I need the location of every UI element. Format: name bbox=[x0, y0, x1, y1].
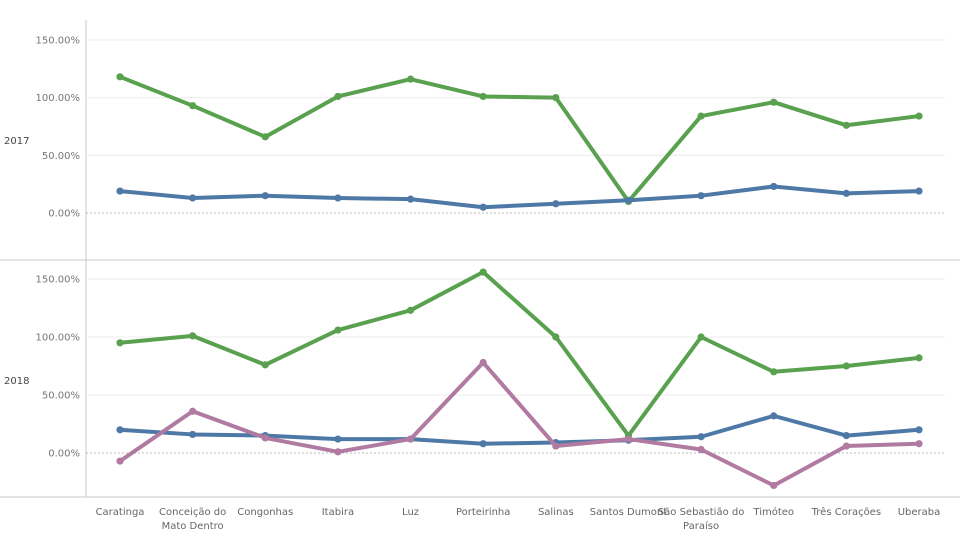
data-point[interactable] bbox=[479, 440, 487, 448]
data-point[interactable] bbox=[697, 112, 705, 120]
x-tick-label: São Sebastião do Paraíso bbox=[658, 507, 745, 532]
data-point[interactable] bbox=[842, 432, 850, 440]
panel-2017: 150.00% 100.00% 50.00% 0.00% 2017 bbox=[4, 35, 945, 220]
data-point[interactable] bbox=[915, 354, 923, 362]
data-point[interactable] bbox=[261, 133, 269, 141]
y-tick-label: 150.00% bbox=[36, 275, 81, 286]
data-point[interactable] bbox=[770, 481, 778, 490]
data-point[interactable] bbox=[842, 121, 850, 129]
data-point[interactable] bbox=[479, 92, 487, 101]
series-line bbox=[118, 360, 921, 488]
panel-2018: 150.00% 100.00% 50.00% 0.00% 2018 bbox=[4, 268, 945, 490]
data-point[interactable] bbox=[334, 448, 342, 456]
series-line bbox=[118, 270, 921, 438]
y-tick-label: 0.00% bbox=[48, 449, 80, 460]
data-point[interactable] bbox=[552, 442, 560, 450]
data-point[interactable] bbox=[552, 94, 560, 102]
data-point[interactable] bbox=[624, 196, 633, 204]
x-tick-label: Santos Dumont bbox=[590, 507, 667, 518]
data-point[interactable] bbox=[116, 426, 124, 434]
data-point[interactable] bbox=[770, 412, 778, 420]
y-tick-label: 50.00% bbox=[42, 391, 80, 402]
data-point[interactable] bbox=[406, 435, 415, 443]
x-tick-label: Uberaba bbox=[898, 507, 941, 518]
data-point[interactable] bbox=[261, 192, 269, 200]
x-tick-label: Caratinga bbox=[96, 507, 145, 518]
x-tick-label: Itabira bbox=[322, 507, 354, 518]
data-point[interactable] bbox=[189, 430, 197, 439]
data-point[interactable] bbox=[261, 361, 269, 369]
series-line bbox=[118, 184, 921, 210]
data-point[interactable] bbox=[552, 200, 560, 208]
data-point[interactable] bbox=[116, 339, 124, 347]
data-point[interactable] bbox=[770, 368, 778, 376]
data-point[interactable] bbox=[770, 98, 778, 106]
data-point[interactable] bbox=[189, 407, 197, 415]
data-point[interactable] bbox=[406, 306, 415, 314]
y-tick-label: 100.00% bbox=[36, 333, 81, 344]
series-line bbox=[118, 74, 921, 204]
data-point[interactable] bbox=[116, 187, 124, 195]
data-point[interactable] bbox=[479, 358, 487, 367]
data-point[interactable] bbox=[189, 102, 197, 110]
data-point[interactable] bbox=[334, 435, 342, 443]
data-point[interactable] bbox=[334, 194, 342, 202]
data-point[interactable] bbox=[842, 189, 850, 197]
data-point[interactable] bbox=[479, 268, 487, 276]
row-label: 2017 bbox=[4, 136, 29, 147]
data-point[interactable] bbox=[770, 182, 778, 191]
data-point[interactable] bbox=[915, 440, 923, 448]
y-tick-label: 0.00% bbox=[48, 209, 80, 220]
x-tick-label: Porteirinha bbox=[456, 507, 510, 518]
data-point[interactable] bbox=[624, 435, 633, 443]
y-tick-label: 50.00% bbox=[42, 151, 80, 162]
data-point[interactable] bbox=[479, 203, 487, 211]
data-point[interactable] bbox=[697, 192, 705, 200]
x-tick-label: Três Corações bbox=[811, 506, 881, 518]
data-point[interactable] bbox=[915, 187, 923, 195]
data-point[interactable] bbox=[552, 333, 560, 341]
data-point[interactable] bbox=[915, 426, 923, 434]
x-tick-label: Congonhas bbox=[237, 507, 293, 518]
x-tick-label: Timóteo bbox=[752, 506, 794, 518]
data-point[interactable] bbox=[842, 362, 850, 370]
data-point[interactable] bbox=[189, 194, 197, 202]
data-point[interactable] bbox=[116, 73, 124, 81]
y-tick-label: 100.00% bbox=[36, 93, 81, 104]
y-tick-label: 150.00% bbox=[36, 35, 81, 46]
x-tick-label: Conceição do Mato Dentro bbox=[159, 507, 226, 532]
x-tick-label: Salinas bbox=[538, 507, 574, 518]
data-point[interactable] bbox=[261, 434, 269, 442]
data-point[interactable] bbox=[406, 195, 415, 203]
x-tick-label: Luz bbox=[402, 507, 419, 518]
data-point[interactable] bbox=[334, 92, 342, 101]
data-point[interactable] bbox=[334, 326, 342, 334]
data-point[interactable] bbox=[189, 332, 197, 340]
data-point[interactable] bbox=[697, 433, 705, 441]
row-label: 2018 bbox=[4, 376, 29, 387]
data-point[interactable] bbox=[697, 333, 705, 341]
data-point[interactable] bbox=[915, 112, 923, 120]
data-point[interactable] bbox=[697, 445, 705, 454]
data-point[interactable] bbox=[406, 75, 415, 83]
data-point[interactable] bbox=[116, 457, 124, 465]
data-point[interactable] bbox=[842, 442, 850, 450]
